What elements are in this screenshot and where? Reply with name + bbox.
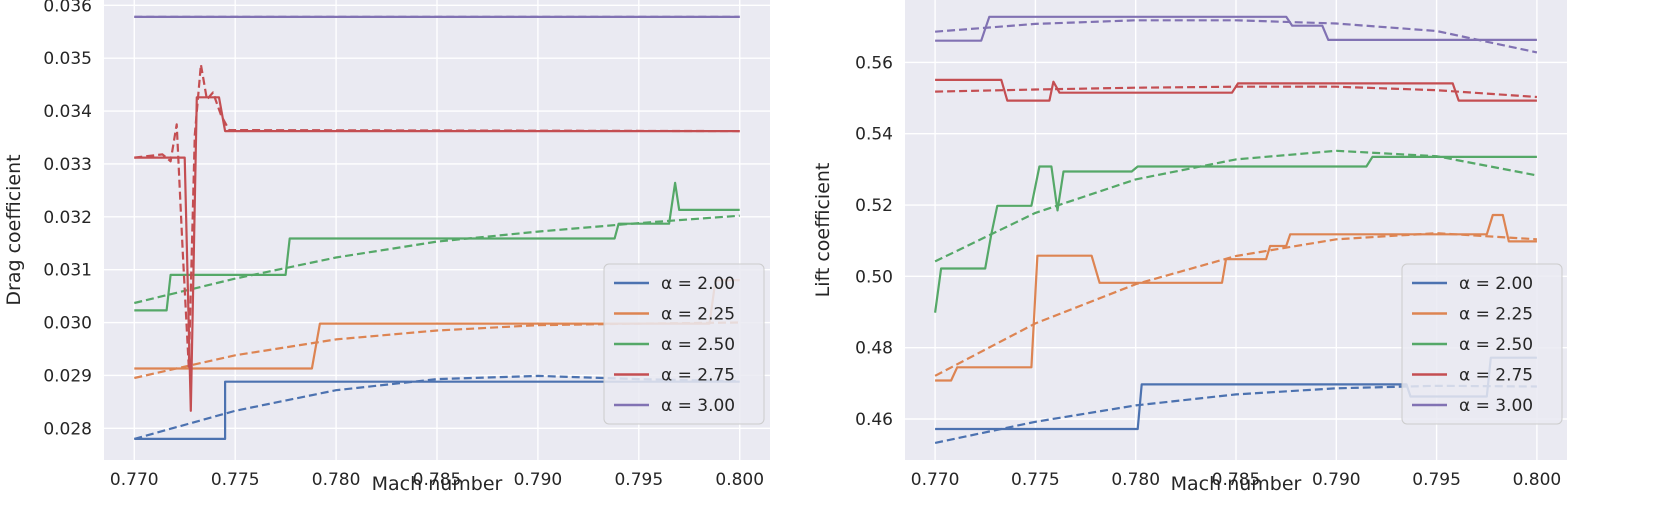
y-axis-label: Drag coefficient <box>3 154 25 305</box>
y-tick-label: 0.032 <box>43 208 92 228</box>
legend-label: α = 2.00 <box>1459 274 1533 294</box>
series-line-data-4 <box>134 181 740 312</box>
legend-label: α = 3.00 <box>1459 396 1533 416</box>
x-tick-label: 0.790 <box>514 470 563 490</box>
series-line-fit-5 <box>134 214 740 305</box>
legend: α = 2.00 α = 2.25 α = 2.50 α = 2.75 α = 3.00 <box>1401 263 1563 425</box>
y-tick-label: 0.48 <box>855 339 893 359</box>
series-line-fit-3 <box>934 232 1537 377</box>
x-tick-label: 0.770 <box>911 470 960 490</box>
x-tick-label: 0.790 <box>1312 470 1361 490</box>
y-tick-label: 0.54 <box>855 125 893 145</box>
y-tick-label: 0.46 <box>855 410 893 430</box>
y-tick-label: 0.031 <box>43 261 92 281</box>
x-axis-label: Mach number <box>1171 473 1302 495</box>
series-group <box>934 15 1538 444</box>
y-tick-label: 0.029 <box>43 366 92 386</box>
series-line-data-6 <box>935 78 1537 102</box>
legend-label: α = 2.75 <box>1459 366 1533 386</box>
x-tick-label: 0.785 <box>413 470 462 490</box>
series-line-fit-9 <box>935 19 1538 54</box>
x-axis-label: Mach number <box>372 473 503 495</box>
y-tick-label: 0.028 <box>43 419 92 439</box>
y-tick-label: 0.52 <box>855 196 893 216</box>
y-tick-label: 0.035 <box>43 49 92 69</box>
legend: α = 2.00 α = 2.25 α = 2.50 α = 2.75 α = 3.00 <box>603 263 765 425</box>
x-tick-label: 0.800 <box>715 470 764 490</box>
series-line-fit-7 <box>134 63 740 369</box>
x-tick-label: 0.780 <box>312 470 361 490</box>
y-tick-label: 0.56 <box>855 53 893 73</box>
x-tick-label: 0.795 <box>1412 470 1461 490</box>
chart-panel-1: 0.770 0.775 0.780 0.785 0.790 0.795 0.800 0.028… <box>3 0 770 495</box>
x-tick-label: 0.775 <box>1011 470 1060 490</box>
legend-box <box>1401 263 1563 425</box>
x-tick-label: 0.780 <box>1111 470 1160 490</box>
legend-label: α = 2.50 <box>1459 335 1533 355</box>
x-tick-label: 0.800 <box>1513 470 1562 490</box>
legend-label: α = 3.00 <box>661 396 735 416</box>
series-line-data-2 <box>935 213 1537 382</box>
legend-label: α = 2.25 <box>1459 305 1533 325</box>
x-tick-label: 0.770 <box>110 470 159 490</box>
y-tick-label: 0.50 <box>855 267 893 287</box>
y-tick-label: 0.036 <box>43 0 92 16</box>
series-line-fit-5 <box>934 149 1538 263</box>
y-axis-label: Lift coefficient <box>812 163 834 298</box>
chart-panel-2: 0.770 0.775 0.780 0.785 0.790 0.795 0.800 0.46 0… <box>812 0 1567 495</box>
legend-label: α = 2.00 <box>661 274 735 294</box>
x-tick-label: 0.795 <box>614 470 663 490</box>
legend-label: α = 2.50 <box>661 335 735 355</box>
legend-label: α = 2.25 <box>661 305 735 325</box>
series-line-data-0 <box>134 380 740 440</box>
y-tick-label: 0.030 <box>43 314 92 334</box>
y-tick-label: 0.034 <box>43 102 92 122</box>
series-line-data-4 <box>934 155 1537 313</box>
x-tick-label: 0.775 <box>211 470 260 490</box>
legend-box <box>603 263 765 425</box>
y-tick-label: 0.033 <box>43 155 92 175</box>
series-line-fit-7 <box>935 85 1537 99</box>
x-tick-label: 0.785 <box>1212 470 1261 490</box>
legend-label: α = 2.75 <box>661 366 735 386</box>
